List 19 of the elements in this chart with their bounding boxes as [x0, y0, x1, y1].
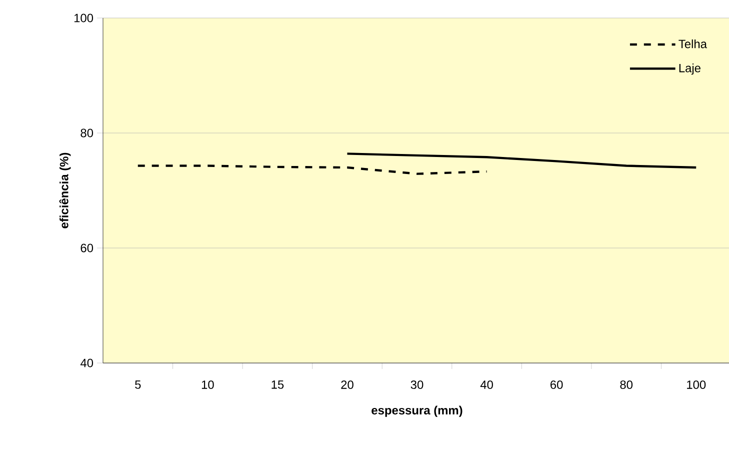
x-tick-label: 15: [272, 380, 284, 389]
x-axis-title: espessura (mm): [372, 406, 462, 417]
legend-label: Telha: [678, 39, 707, 48]
y-axis-title: eficiência (%): [59, 152, 71, 228]
x-tick-label: 20: [341, 380, 354, 389]
x-tick-label: 100: [687, 380, 706, 389]
x-tick-label: 10: [202, 380, 214, 389]
x-tick-label: 80: [620, 380, 633, 389]
x-tick-label: 5: [135, 380, 141, 389]
line-series: [136, 164, 488, 175]
x-tick-label: 40: [480, 380, 493, 389]
line-series: [346, 152, 698, 169]
y-tick-label: 100: [74, 14, 94, 22]
x-tick-label: 30: [410, 380, 424, 389]
legend-label: Laje: [679, 64, 700, 75]
x-tick-label: 60: [550, 380, 563, 389]
y-tick-label: 80: [80, 128, 94, 138]
y-tick-label: 40: [80, 358, 94, 368]
y-tick-label: 60: [80, 244, 94, 252]
